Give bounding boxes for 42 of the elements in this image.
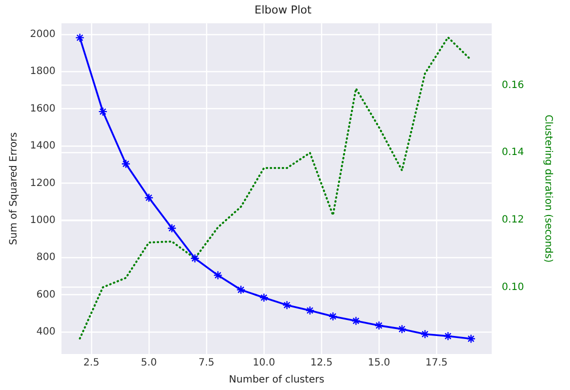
point (351, 316, 361, 326)
y2-tick-label: 0.12 (502, 214, 524, 226)
x-tick-label: 5.0 (140, 358, 157, 369)
y2-tick-label: 0.10 (502, 282, 524, 293)
y-tick-label: 1000 (30, 215, 56, 226)
point (374, 320, 384, 330)
point (98, 106, 108, 116)
point (443, 332, 453, 341)
point (236, 285, 246, 294)
x-axis-title: Number of clusters (228, 374, 324, 386)
y2-tick-label: 0.14 (502, 147, 524, 158)
point (75, 33, 84, 42)
y-tick-label: 1800 (30, 66, 56, 78)
point (190, 254, 200, 263)
y-tick-label: 1400 (30, 140, 56, 152)
y-tick-label: 2000 (30, 28, 56, 40)
x-tick-label: 12.5 (310, 358, 333, 369)
x-tick-label: 15.0 (368, 358, 390, 369)
point (144, 193, 154, 202)
y-tick-label: 400 (36, 326, 56, 338)
point (121, 159, 130, 168)
x-tick-label: 10.0 (252, 358, 276, 369)
x-tick-label: 17.5 (425, 358, 448, 369)
y2-tick-label: 0.16 (502, 80, 524, 91)
point (282, 300, 292, 310)
point (305, 306, 315, 316)
y-tick-label: 1200 (30, 178, 56, 189)
point (328, 312, 338, 322)
y2-axis-title: Clustering duration (seconds) (542, 114, 554, 263)
x-tick-label: 7.5 (198, 358, 214, 369)
point (420, 329, 430, 339)
point (397, 324, 407, 334)
y-tick-label: 800 (36, 252, 56, 264)
point (259, 293, 269, 302)
chart-title: Elbow Plot (254, 3, 312, 16)
y-tick-label: 1600 (30, 103, 56, 114)
point (466, 334, 476, 344)
point (167, 224, 176, 233)
y-axis-title: Sum of Squared Errors (8, 132, 20, 245)
x-tick-label: 2.5 (83, 358, 100, 369)
point (213, 270, 223, 280)
y-tick-label: 600 (36, 289, 56, 300)
